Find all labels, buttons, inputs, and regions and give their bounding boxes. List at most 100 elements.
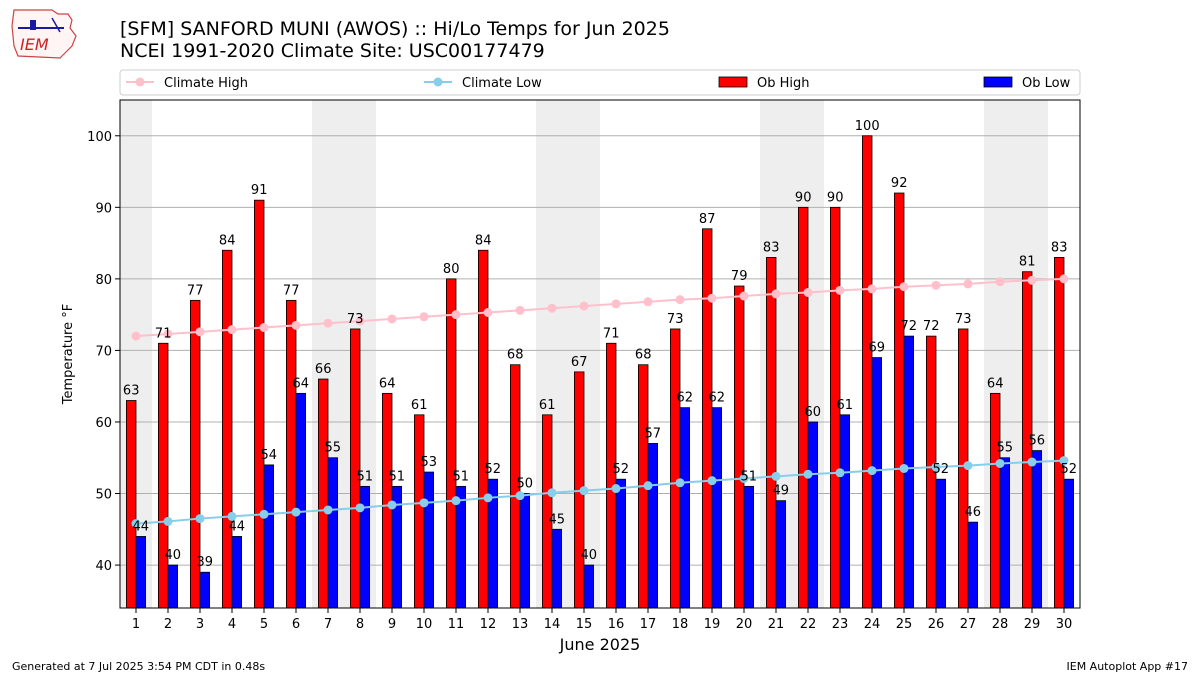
ob-high-bar bbox=[445, 278, 457, 609]
x-axis-label: June 2025 bbox=[559, 635, 641, 654]
climate-high-point bbox=[675, 295, 685, 305]
ob-high-bar bbox=[894, 192, 905, 609]
ob-high-label: 100 bbox=[855, 119, 880, 134]
climate-high-point bbox=[803, 287, 813, 297]
climate-high-line bbox=[135, 277, 1065, 338]
x-tick-label: 27 bbox=[960, 617, 977, 632]
ob-high-bar bbox=[670, 328, 681, 609]
ob-low-bar bbox=[679, 407, 691, 609]
climate-low-point bbox=[259, 509, 269, 519]
logo-text: IEM bbox=[20, 35, 49, 54]
ob-high-bar bbox=[477, 249, 489, 609]
legend-swatch-marker bbox=[433, 77, 443, 87]
x-tick-label: 18 bbox=[672, 617, 689, 632]
y-tick-label: 70 bbox=[95, 344, 112, 359]
ob-low-bar bbox=[583, 564, 595, 609]
legend: Climate High Climate Low Ob High Ob Low bbox=[119, 69, 1081, 96]
ob-low-bar bbox=[263, 464, 275, 609]
climate-low-point bbox=[323, 505, 333, 515]
ob-low-label: 52 bbox=[933, 462, 950, 477]
legend-swatch-bar bbox=[983, 76, 1013, 88]
ob-low-bar bbox=[615, 478, 627, 609]
ob-low-label: 69 bbox=[869, 341, 886, 356]
ob-low-label: 51 bbox=[453, 469, 470, 484]
ob-high-label: 72 bbox=[923, 319, 940, 334]
ob-low-label: 51 bbox=[741, 469, 758, 484]
x-tick-label: 4 bbox=[228, 617, 236, 632]
ob-high-label: 68 bbox=[507, 348, 524, 363]
climate-high-point bbox=[963, 279, 973, 289]
ob-low-bar bbox=[295, 392, 307, 609]
ob-low-bar bbox=[167, 564, 179, 609]
ob-high-bar bbox=[126, 400, 137, 609]
ob-high-bar bbox=[1054, 257, 1065, 609]
ob-high-label: 64 bbox=[987, 376, 1004, 391]
bars bbox=[126, 135, 1075, 609]
climate-low-point bbox=[579, 486, 589, 496]
climate-low-point bbox=[227, 511, 237, 521]
x-tick-label: 16 bbox=[608, 617, 625, 632]
climate-low-point bbox=[419, 498, 429, 508]
x-tick-label: 15 bbox=[576, 617, 593, 632]
climate-high-point bbox=[259, 323, 269, 333]
x-tick-label: 20 bbox=[736, 617, 753, 632]
legend-box bbox=[119, 69, 1081, 96]
legend-label: Climate Low bbox=[462, 76, 542, 91]
climate-high-point bbox=[163, 329, 173, 339]
ob-high-label: 73 bbox=[955, 312, 972, 327]
x-tick-label: 19 bbox=[704, 617, 721, 632]
ob-low-bar bbox=[935, 478, 947, 609]
x-tick-label: 28 bbox=[992, 617, 1009, 632]
y-tick-label: 100 bbox=[87, 130, 112, 145]
y-tick-label: 90 bbox=[95, 201, 112, 216]
ob-high-label: 83 bbox=[763, 240, 780, 255]
climate-high-point bbox=[579, 301, 589, 311]
plot-frame bbox=[119, 99, 1081, 609]
ob-high-label: 90 bbox=[795, 190, 812, 205]
ob-low-label: 45 bbox=[549, 512, 566, 527]
climate-low-point bbox=[1027, 457, 1037, 467]
ob-high-label: 83 bbox=[1051, 240, 1068, 255]
x-tick-label: 23 bbox=[832, 617, 849, 632]
ob-low-label: 72 bbox=[901, 319, 918, 334]
ob-low-label: 55 bbox=[325, 441, 342, 456]
ob-high-label: 80 bbox=[443, 262, 460, 277]
ob-low-label: 44 bbox=[133, 519, 150, 534]
y-tick-label: 40 bbox=[95, 559, 112, 574]
legend-swatch-marker bbox=[135, 77, 145, 87]
climate-high-point bbox=[131, 331, 141, 341]
ob-high-bar bbox=[413, 414, 425, 609]
climate-high-point bbox=[387, 314, 397, 324]
ob-low-label: 52 bbox=[613, 462, 630, 477]
climate-low-point bbox=[771, 471, 781, 481]
climate-low-point bbox=[899, 463, 909, 473]
ob-high-label: 92 bbox=[891, 176, 908, 191]
x-tick-label: 26 bbox=[928, 617, 945, 632]
ob-low-label: 44 bbox=[229, 519, 246, 534]
ob-low-bar bbox=[519, 493, 531, 609]
ob-high-bar bbox=[990, 392, 1001, 609]
x-tick-label: 17 bbox=[640, 617, 657, 632]
x-tick-label: 24 bbox=[864, 617, 881, 632]
ob-low-label: 62 bbox=[709, 391, 726, 406]
climate-high-point bbox=[739, 291, 749, 301]
x-tick-label: 29 bbox=[1024, 617, 1041, 632]
ob-high-label: 61 bbox=[411, 398, 428, 413]
ob-high-label: 90 bbox=[827, 190, 844, 205]
x-tick-label: 8 bbox=[356, 617, 364, 632]
ob-low-bar bbox=[551, 528, 563, 609]
climate-low-point bbox=[675, 478, 685, 488]
x-tick-label: 25 bbox=[896, 617, 913, 632]
ob-high-bar bbox=[157, 342, 169, 609]
ob-low-bar bbox=[199, 571, 211, 609]
y-axis-label: Temperature °F bbox=[61, 304, 76, 405]
y-tick-label: 60 bbox=[95, 416, 112, 431]
x-tick-label: 9 bbox=[388, 617, 396, 632]
x-tick-label: 3 bbox=[196, 617, 204, 632]
x-tick-label: 11 bbox=[448, 617, 465, 632]
data-labels: 63 44 71 40 77 39 84 44 91 54 77 64 66 55 73 51 64 51 61 53… bbox=[123, 119, 1077, 570]
climate-high-point bbox=[867, 284, 877, 294]
x-tick-label: 6 bbox=[292, 617, 300, 632]
ob-high-label: 61 bbox=[539, 398, 556, 413]
